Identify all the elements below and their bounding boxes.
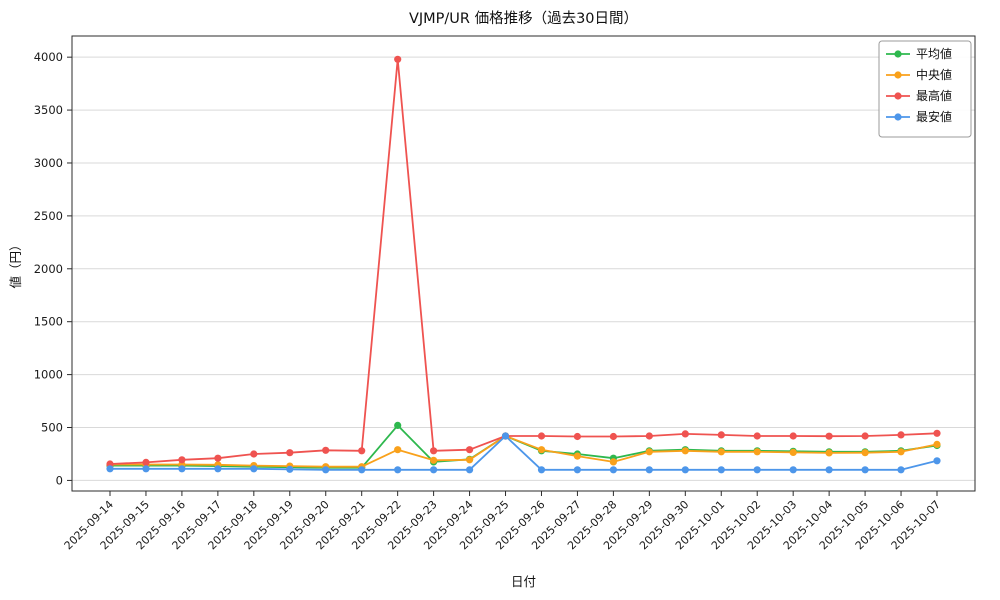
data-point [789, 432, 797, 440]
data-point [142, 465, 150, 473]
data-point [753, 466, 761, 474]
legend-label: 中央値 [916, 67, 952, 82]
data-point [717, 466, 725, 474]
data-point [933, 429, 941, 437]
series-line [110, 435, 938, 468]
y-tick-label: 0 [56, 473, 63, 487]
data-point [394, 421, 402, 429]
data-point [789, 466, 797, 474]
data-point [250, 450, 258, 458]
data-point [466, 446, 474, 454]
data-point [825, 432, 833, 440]
data-point [286, 465, 294, 473]
data-point [106, 465, 114, 473]
y-axis: 0 500 1000 1500 2000 2500 3000 3500 4000 [34, 50, 72, 487]
data-point [358, 466, 366, 474]
data-point [430, 466, 438, 474]
legend-label: 最安値 [916, 109, 952, 124]
data-point [897, 448, 905, 456]
data-point [645, 448, 653, 456]
chart-title: VJMP/UR 価格推移（過去30日間） [409, 10, 638, 27]
data-point [789, 448, 797, 456]
legend-item-最高値: 最高値 [886, 88, 952, 103]
y-tick-label: 4000 [34, 50, 63, 64]
y-tick-label: 3000 [34, 156, 63, 170]
data-point [573, 432, 582, 441]
data-point [861, 432, 869, 440]
y-tick-label: 3500 [34, 103, 63, 117]
y-tick-label: 2000 [34, 262, 63, 276]
data-point [537, 432, 546, 440]
data-point [394, 55, 402, 63]
data-point [466, 466, 474, 474]
data-point [430, 447, 438, 455]
legend-marker-dot [894, 92, 902, 100]
series-最安値 [106, 432, 941, 474]
y-tick-label: 1000 [34, 368, 63, 382]
legend-marker-dot [894, 113, 902, 121]
data-point [861, 449, 869, 457]
legend-label: 最高値 [916, 88, 952, 103]
data-point [717, 431, 725, 439]
data-point [466, 456, 474, 464]
data-point [609, 458, 618, 466]
data-point [609, 432, 618, 441]
data-point [250, 465, 258, 473]
legend-marker-dot [894, 71, 902, 79]
legend-item-中央値: 中央値 [886, 67, 952, 82]
data-point [322, 466, 330, 474]
data-point [214, 465, 222, 473]
series-line [110, 435, 938, 471]
data-point [358, 447, 366, 455]
data-point [753, 448, 761, 456]
plot-border [71, 35, 976, 492]
data-point [394, 446, 402, 454]
data-point [501, 432, 510, 440]
legend-box [878, 40, 972, 138]
gridlines [72, 56, 975, 481]
data-point [322, 446, 330, 454]
legend-label: 平均値 [916, 46, 952, 61]
data-point [214, 454, 222, 462]
data-point [933, 440, 941, 448]
legend-marker-dot [894, 50, 902, 58]
data-point [825, 449, 833, 457]
data-point [430, 456, 438, 464]
series-最高値 [106, 55, 941, 468]
legend-item-最安値: 最安値 [886, 109, 952, 124]
data-point [825, 466, 833, 474]
data-point [681, 430, 689, 438]
data-point [897, 431, 905, 439]
data-point [717, 448, 725, 456]
data-point [753, 432, 761, 440]
data-point [645, 466, 653, 474]
data-point [286, 449, 294, 457]
x-axis-title: 日付 [511, 574, 536, 589]
legend-item-平均値: 平均値 [886, 46, 952, 61]
data-point [537, 446, 546, 454]
data-point [178, 456, 186, 464]
data-point [142, 458, 150, 466]
data-point [933, 457, 941, 465]
data-point [861, 466, 869, 474]
data-point [537, 466, 546, 474]
data-point [897, 466, 905, 474]
data-point [178, 465, 186, 473]
series-line [109, 58, 938, 465]
data-point [573, 452, 582, 460]
data-point [573, 466, 582, 474]
data-point [681, 447, 689, 455]
y-tick-label: 500 [41, 421, 63, 435]
data-point [645, 432, 653, 440]
y-tick-label: 2500 [34, 209, 63, 223]
data-point [681, 466, 689, 474]
data-point [394, 466, 402, 474]
y-tick-label: 1500 [34, 315, 63, 329]
y-axis-title: 値（円） [8, 238, 23, 288]
data-point [609, 466, 618, 474]
